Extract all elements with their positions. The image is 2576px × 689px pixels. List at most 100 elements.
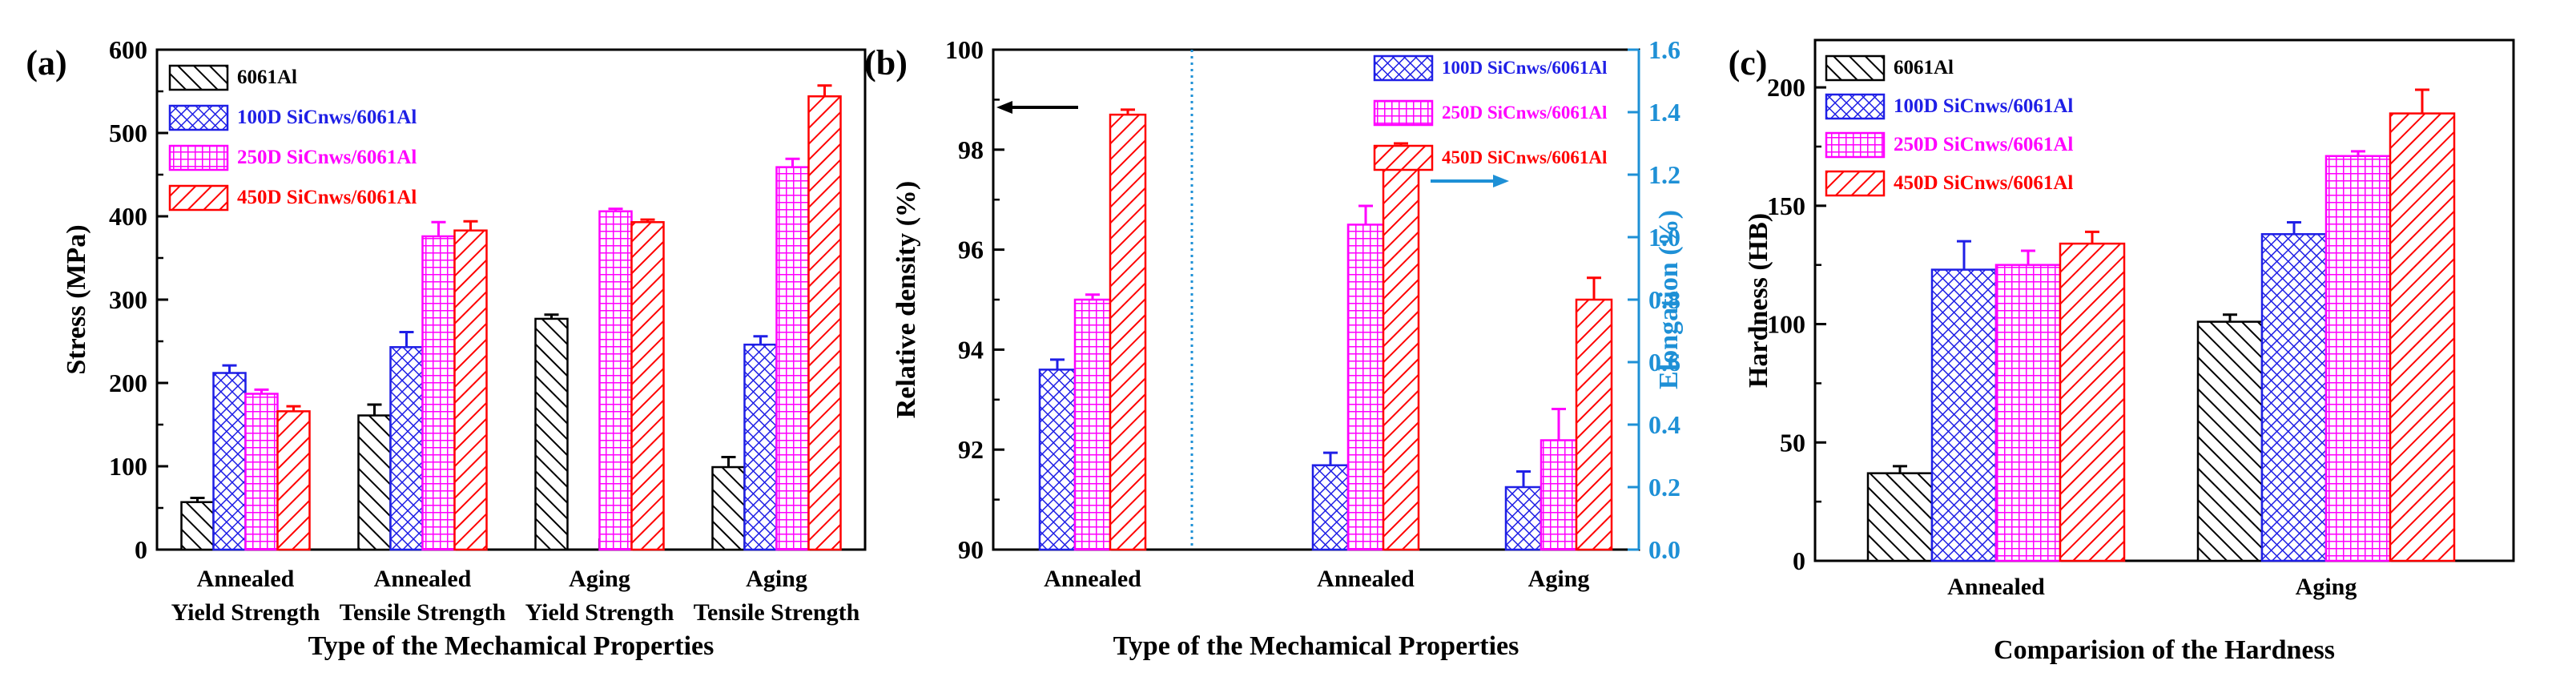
legend-label: 250D SiCnws/6061Al xyxy=(1894,134,2073,155)
bar xyxy=(1866,472,1934,562)
bar xyxy=(1382,158,1420,551)
bar xyxy=(2260,233,2328,562)
x-tick-label: Yield Strength xyxy=(525,599,674,626)
bar xyxy=(276,410,311,551)
x-tick-label: Yield Strength xyxy=(171,599,320,626)
left-axis-arrow-head xyxy=(996,101,1012,114)
legend-swatch xyxy=(168,104,229,131)
bar xyxy=(711,465,746,551)
panel-label: (b) xyxy=(864,43,908,83)
bar xyxy=(534,317,569,551)
y-tick-label: 98 xyxy=(958,135,984,164)
panel-b: 90 92 94 96 98 100 0.0 0.2 0.4 0.6 0.8 1.0 1.2 1.4 1.6… xyxy=(864,35,1684,661)
panel-label: (c) xyxy=(1729,43,1768,83)
bar xyxy=(1311,464,1350,551)
y-tick-label: 90 xyxy=(958,535,984,564)
x-tick-label: Tensile Strength xyxy=(694,599,860,626)
x-axis-title: Type of the Mechamical Properties xyxy=(1113,631,1519,661)
legend-label: 250D SiCnws/6061Al xyxy=(237,147,417,168)
bar xyxy=(2196,320,2264,562)
legend-swatch xyxy=(1825,93,1886,120)
bar xyxy=(212,372,247,551)
y-tick-label: 92 xyxy=(958,435,984,464)
y-right-tick-label: 1.4 xyxy=(1648,98,1680,127)
plot-frame xyxy=(1813,38,2515,562)
x-tick-label: Annealed xyxy=(1044,566,1141,592)
y-right-tick-label: 0.4 xyxy=(1648,410,1680,439)
bar xyxy=(807,95,842,551)
y-tick-label: 150 xyxy=(1767,191,1805,220)
y-tick-label: 94 xyxy=(958,335,984,364)
legend-swatch xyxy=(1373,144,1434,171)
legend-swatch xyxy=(1373,99,1434,127)
x-tick-label: Annealed xyxy=(197,566,295,592)
legend-label: 100D SiCnws/6061Al xyxy=(237,107,417,128)
panel-label: (a) xyxy=(26,43,66,83)
x-axis-title: Comparision of the Hardness xyxy=(1994,635,2335,665)
legend-label: 250D SiCnws/6061Al xyxy=(1442,103,1607,123)
x-tick-label: Aging xyxy=(746,566,807,592)
y-tick-label: 500 xyxy=(109,119,147,147)
legend-label: 6061Al xyxy=(1894,57,1954,79)
y-right-tick-label: 0.0 xyxy=(1648,535,1680,564)
legend-label: 450D SiCnws/6061Al xyxy=(1894,172,2073,194)
bar xyxy=(1073,298,1112,551)
x-tick-label: Tensile Strength xyxy=(340,599,506,626)
y-right-tick-label: 0.8 xyxy=(1648,285,1680,314)
bar xyxy=(1575,298,1613,551)
bar xyxy=(1038,369,1077,551)
bar xyxy=(775,166,810,551)
legend-swatch xyxy=(1373,54,1434,82)
bar xyxy=(357,414,392,551)
x-axis-title: Type of the Mechamical Properties xyxy=(308,631,714,661)
x-tick-label: Annealed xyxy=(1947,574,2045,600)
legend-label: 450D SiCnws/6061Al xyxy=(237,187,417,208)
y-right-tick-label: 0.2 xyxy=(1648,473,1680,502)
y-axis-title: Relative density (%) xyxy=(892,181,921,419)
x-tick-label: Aging xyxy=(569,566,630,592)
x-tick-label: Aging xyxy=(2296,574,2357,600)
bar xyxy=(1540,439,1578,551)
legend-label: 100D SiCnws/6061Al xyxy=(1894,95,2073,117)
y-right-tick-label: 0.6 xyxy=(1648,348,1680,377)
x-tick-label: Annealed xyxy=(374,566,472,592)
y-right-tick-label: 1.2 xyxy=(1648,160,1680,189)
y-right-axis-title: Elongation (%) xyxy=(1654,210,1684,389)
bar xyxy=(2324,155,2392,562)
legend-swatch xyxy=(168,64,229,91)
bar xyxy=(743,343,778,551)
y-tick-label: 400 xyxy=(109,202,147,231)
y-tick-label: 0 xyxy=(135,535,147,564)
y-tick-label: 100 xyxy=(1767,310,1805,339)
y-tick-label: 300 xyxy=(109,285,147,314)
bar xyxy=(1930,268,1998,562)
y-tick-label: 0 xyxy=(1793,546,1805,575)
y-axis-title: Hardness (HB) xyxy=(1744,213,1773,388)
legend-label: 450D SiCnws/6061Al xyxy=(1442,147,1607,167)
bar xyxy=(389,346,424,551)
x-tick-label: Annealed xyxy=(1317,566,1415,592)
bar xyxy=(1109,113,1147,551)
panel-a: 0 100 200 300 400 500 600 Annealed Yield Strengt… xyxy=(26,35,867,661)
y-tick-label: 96 xyxy=(958,236,984,264)
bar xyxy=(630,221,665,551)
legend-swatch xyxy=(1825,170,1886,197)
y-right-tick-label: 1.6 xyxy=(1648,35,1680,64)
legend-swatch xyxy=(168,144,229,171)
legend-swatch xyxy=(1825,131,1886,159)
bar xyxy=(598,210,633,551)
legend-label: 100D SiCnws/6061Al xyxy=(1442,58,1607,78)
bar xyxy=(1346,224,1385,551)
bar xyxy=(453,229,488,551)
bar xyxy=(1994,264,2062,562)
y-tick-label: 50 xyxy=(1780,428,1805,457)
bar xyxy=(244,393,279,551)
bar xyxy=(2059,242,2126,562)
y-tick-label: 600 xyxy=(109,35,147,64)
panel-c: 0 50 100 150 200 Annealed Aging (c) Hardness (HB… xyxy=(1729,38,2515,665)
y-right-tick-label: 1.0 xyxy=(1648,223,1680,252)
y-tick-label: 100 xyxy=(945,35,984,64)
right-axis-arrow-head xyxy=(1493,175,1509,187)
bar xyxy=(180,501,215,551)
